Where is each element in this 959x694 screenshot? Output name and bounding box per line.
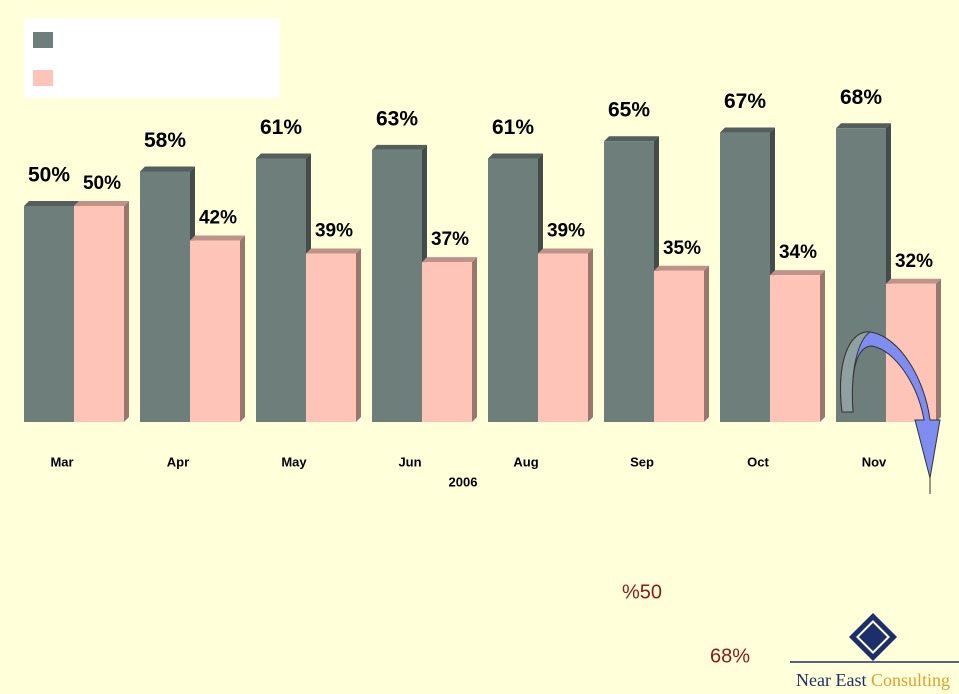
x-axis-label: 2006 xyxy=(449,474,478,489)
bar-top xyxy=(770,270,825,276)
bar-top xyxy=(256,153,311,159)
value-label: 65% xyxy=(608,99,650,122)
bar xyxy=(488,158,538,423)
value-label: 39% xyxy=(547,221,585,242)
bar-top xyxy=(720,127,775,133)
value-label: 58% xyxy=(144,129,186,152)
bar xyxy=(306,253,356,422)
value-label: 50% xyxy=(28,164,70,187)
bar-side xyxy=(124,201,129,422)
x-tick-label: Oct xyxy=(747,454,769,469)
x-tick-label: May xyxy=(281,454,307,469)
bar xyxy=(720,132,770,422)
bar-top xyxy=(538,248,593,254)
bar-side xyxy=(356,248,361,422)
bar-top xyxy=(836,123,891,129)
bar xyxy=(422,262,472,422)
bar-side xyxy=(820,270,825,422)
value-label: 32% xyxy=(895,251,933,272)
bar-side xyxy=(472,257,477,422)
annotation: %50 xyxy=(622,581,662,603)
x-tick-label: Sep xyxy=(630,454,654,469)
value-label: 63% xyxy=(376,107,418,130)
legend-swatch xyxy=(33,32,53,48)
legend-swatch xyxy=(33,70,53,86)
bar-top xyxy=(306,248,361,254)
value-label: 50% xyxy=(83,173,121,194)
x-tick-label: Aug xyxy=(513,454,538,469)
annotation: 68% xyxy=(710,645,750,667)
value-label: 67% xyxy=(724,90,766,113)
bar xyxy=(372,149,422,422)
bar xyxy=(74,206,124,422)
bar-top xyxy=(422,257,477,263)
bar-top xyxy=(140,166,195,172)
x-tick-label: Nov xyxy=(862,454,887,469)
value-label: 68% xyxy=(840,86,882,109)
bar xyxy=(140,171,190,422)
bar-top xyxy=(604,136,659,142)
bar-top xyxy=(654,265,709,271)
bar-side xyxy=(588,248,593,422)
logo: Near East Consulting xyxy=(790,612,959,690)
legend-box xyxy=(24,18,280,98)
logo-text: Near East Consulting xyxy=(796,670,950,690)
value-label: 35% xyxy=(663,238,701,259)
x-tick-label: Apr xyxy=(167,454,189,469)
bar-side xyxy=(240,235,245,422)
value-label: 42% xyxy=(199,208,237,229)
value-label: 61% xyxy=(260,116,302,139)
arrow xyxy=(840,331,941,494)
bar xyxy=(654,270,704,422)
bar xyxy=(538,253,588,422)
bar-top xyxy=(372,144,427,150)
bar xyxy=(24,206,74,422)
x-tick-label: Jun xyxy=(398,454,421,469)
bar xyxy=(190,240,240,422)
x-tick-label: Mar xyxy=(50,454,73,469)
bar-side xyxy=(704,265,709,422)
bar-top xyxy=(74,201,129,206)
bar-top xyxy=(190,235,245,241)
value-label: 39% xyxy=(315,221,353,242)
bar xyxy=(604,141,654,422)
value-label: 34% xyxy=(779,242,817,263)
bar-top xyxy=(24,201,79,206)
bar xyxy=(256,158,306,423)
bar-top xyxy=(886,278,941,284)
value-label: 61% xyxy=(492,116,534,139)
bar-side xyxy=(936,278,941,422)
bar-top xyxy=(488,153,543,159)
bar xyxy=(770,275,820,422)
value-label: 37% xyxy=(431,229,469,250)
